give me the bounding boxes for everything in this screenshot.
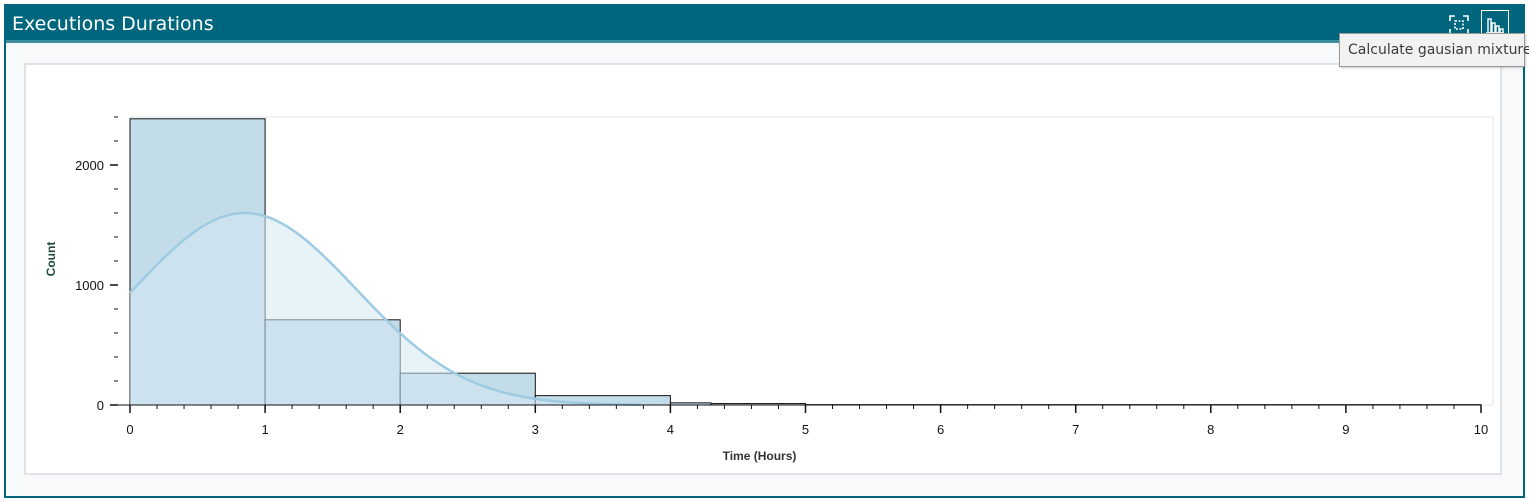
x-tick-label: 7 xyxy=(1072,422,1079,437)
x-tick-label: 1 xyxy=(261,422,268,437)
x-tick-label: 0 xyxy=(126,422,133,437)
panel-title: Executions Durations xyxy=(12,13,214,35)
y-tick-label: 2000 xyxy=(75,158,104,173)
x-tick-label: 2 xyxy=(397,422,404,437)
tooltip: Calculate gausian mixture xyxy=(1339,33,1529,67)
fit-curve-area xyxy=(130,213,644,405)
x-tick-label: 4 xyxy=(667,422,674,437)
x-tick-label: 5 xyxy=(802,422,809,437)
x-axis-label: Time (Hours) xyxy=(723,449,797,463)
x-tick-label: 9 xyxy=(1342,422,1349,437)
y-tick-label: 0 xyxy=(97,398,104,413)
fit-curve-line xyxy=(129,211,641,406)
y-axis-label: Count xyxy=(44,242,58,277)
chart-container: 0 1 2 3 4 5 6 7 8 9 10 0 1000 2000 Time (Hours) Count xyxy=(24,63,1502,475)
x-tick-label: 6 xyxy=(937,422,944,437)
executions-durations-panel: Executions Durations 0 1 2 3 4 xyxy=(4,4,1525,498)
x-tick-label: 8 xyxy=(1207,422,1214,437)
x-tick-label: 3 xyxy=(532,422,539,437)
histogram-chart: 0 1 2 3 4 5 6 7 8 9 10 0 1000 2000 Time (Hours) Count xyxy=(44,116,1494,463)
panel-header: Executions Durations xyxy=(6,6,1523,43)
histogram-icon xyxy=(1486,18,1504,34)
y-tick-label: 1000 xyxy=(75,278,104,293)
x-tick-label: 10 xyxy=(1474,422,1488,437)
